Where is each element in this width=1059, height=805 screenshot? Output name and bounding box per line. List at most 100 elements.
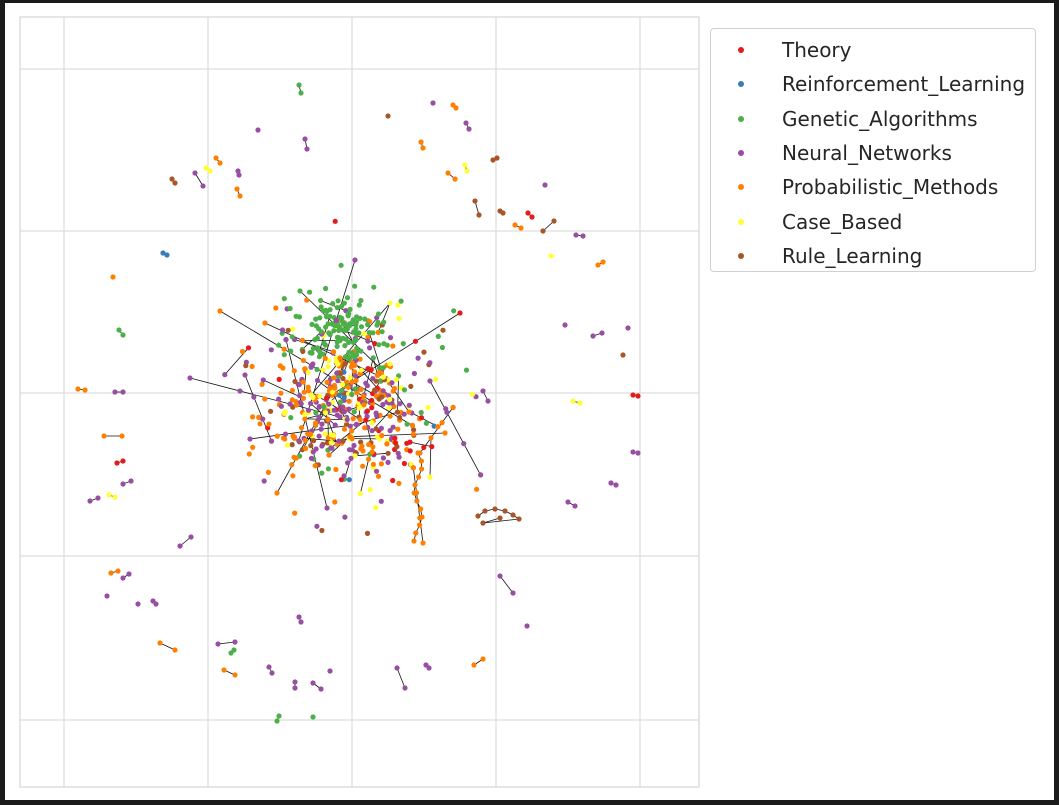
graph-node <box>319 421 325 427</box>
graph-node <box>177 543 183 549</box>
graph-node <box>308 392 314 398</box>
graph-node <box>577 400 583 406</box>
graph-node <box>457 310 463 316</box>
graph-node <box>314 523 320 529</box>
graph-node <box>445 170 451 176</box>
graph-edge <box>397 375 399 413</box>
graph-node <box>471 662 477 668</box>
graph-node <box>135 601 141 607</box>
graph-node <box>313 323 319 329</box>
graph-node <box>342 354 348 360</box>
graph-node <box>418 409 424 416</box>
graph-node <box>318 686 324 692</box>
graph-node <box>421 444 427 450</box>
graph-node <box>393 376 399 383</box>
graph-node <box>466 126 472 132</box>
graph-node <box>259 381 265 387</box>
graph-node <box>339 318 345 325</box>
graph-node <box>364 530 371 537</box>
graph-node <box>309 321 315 327</box>
graph-node <box>335 378 341 384</box>
graph-node <box>116 327 122 333</box>
graph-node <box>315 345 321 351</box>
graph-node <box>323 307 329 313</box>
graph-node <box>338 477 344 483</box>
graph-node <box>128 478 134 484</box>
graph-node <box>394 665 400 671</box>
graph-node <box>298 425 305 431</box>
graph-node <box>565 499 571 505</box>
graph-node <box>329 389 335 395</box>
graph-node <box>373 426 379 432</box>
graph-node <box>300 379 306 385</box>
graph-node <box>340 335 346 341</box>
graph-node <box>390 477 396 484</box>
graph-node <box>375 473 382 479</box>
graph-node <box>318 426 324 432</box>
graph-node <box>463 367 470 373</box>
graph-node <box>600 259 606 265</box>
graph-node <box>366 330 372 336</box>
graph-node <box>320 367 326 373</box>
graph-node <box>120 389 126 395</box>
graph-node <box>346 356 352 362</box>
graph-node <box>372 341 378 347</box>
graph-node <box>296 314 302 320</box>
graph-node <box>164 252 170 258</box>
graph-node <box>352 283 358 289</box>
graph-node <box>126 571 132 577</box>
graph-node <box>305 369 311 376</box>
graph-node <box>288 415 294 421</box>
graph-node <box>108 570 114 576</box>
graph-node <box>421 349 427 355</box>
graph-node <box>331 349 337 355</box>
graph-node <box>395 426 401 432</box>
graph-node <box>354 390 360 396</box>
graph-node <box>357 315 363 321</box>
graph-node <box>356 330 362 336</box>
graph-node <box>277 363 283 369</box>
graph-node <box>319 470 325 476</box>
graph-node <box>406 402 412 408</box>
graph-node <box>356 302 362 308</box>
legend-marker <box>738 81 744 88</box>
graph-node <box>273 305 279 311</box>
graph-node <box>349 428 355 434</box>
graph-node <box>304 297 310 303</box>
graph-node <box>342 361 348 367</box>
graph-node <box>397 414 403 421</box>
graph-node <box>297 393 303 399</box>
graph-node <box>87 498 93 504</box>
graph-node <box>338 303 345 309</box>
graph-node <box>373 505 379 511</box>
graph-node <box>480 656 486 662</box>
graph-node <box>325 466 331 472</box>
graph-node <box>357 491 363 497</box>
graph-node <box>425 404 431 411</box>
graph-node <box>480 388 486 394</box>
graph-node <box>340 438 346 444</box>
graph-node <box>362 316 368 322</box>
graph-node <box>369 428 375 434</box>
graph-node <box>469 391 475 398</box>
graph-node <box>367 487 373 493</box>
graph-node <box>247 436 253 442</box>
graph-node <box>120 458 126 464</box>
graph-node <box>296 614 302 620</box>
graph-node <box>510 590 516 596</box>
graph-node <box>387 428 393 434</box>
graph-node <box>280 435 287 441</box>
graph-node <box>341 473 347 479</box>
graph-node <box>323 285 329 292</box>
graph-node <box>369 405 375 411</box>
graph-node <box>345 312 351 318</box>
graph-node <box>232 672 238 678</box>
graph-node <box>500 210 506 216</box>
graph-edge <box>482 518 520 524</box>
graph-node <box>349 319 355 325</box>
graph-node <box>411 538 417 544</box>
legend-label: Case_Based <box>782 209 903 234</box>
legend-marker <box>738 218 744 225</box>
graph-node <box>323 324 329 330</box>
graph-node <box>281 410 287 416</box>
